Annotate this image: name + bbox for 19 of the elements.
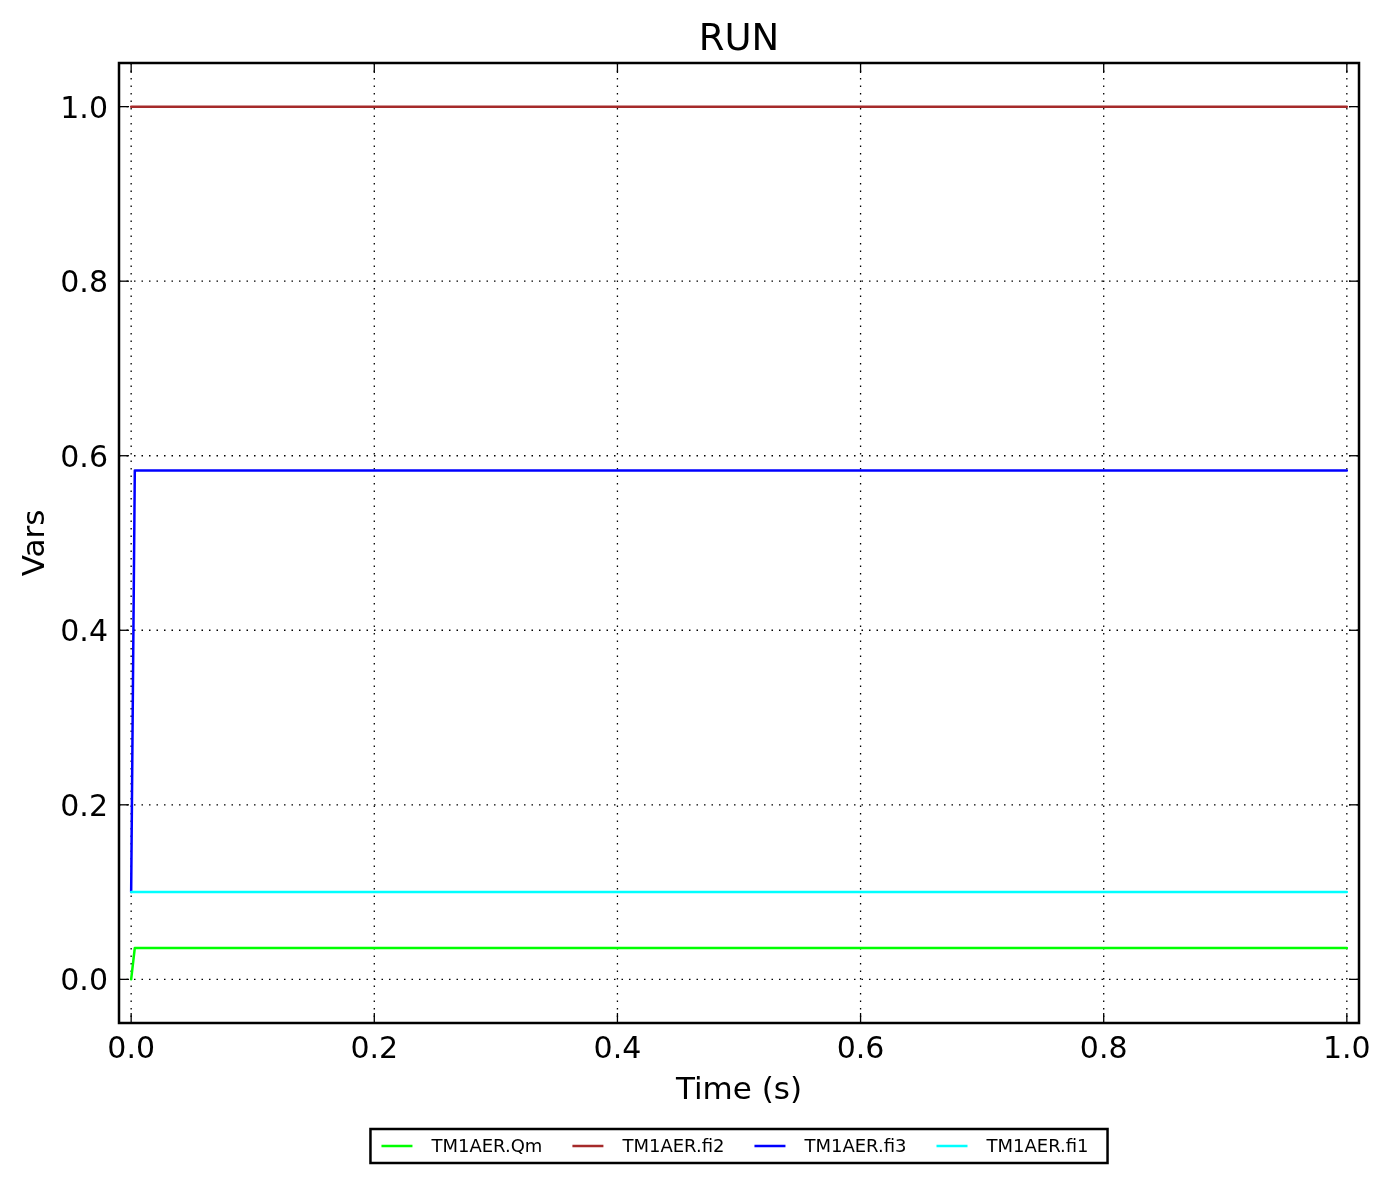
- x-tick-label: 1.0: [1322, 1030, 1371, 1065]
- legend-label: TM1AER.fi2: [621, 1135, 725, 1156]
- x-tick-label: 0.6: [836, 1030, 885, 1065]
- legend-label: TM1AER.Qm: [430, 1135, 543, 1156]
- y-tick-label: 1.0: [60, 89, 108, 125]
- y-tick-label: 0.0: [60, 962, 108, 998]
- legend-label: TM1AER.fi1: [985, 1135, 1089, 1156]
- x-axis-title: Time (s): [674, 1070, 803, 1106]
- y-tick-label: 0.8: [60, 264, 108, 300]
- x-tick-label: 0.8: [1079, 1030, 1128, 1065]
- x-tick-label: 0.4: [593, 1030, 642, 1065]
- legend-label: TM1AER.fi3: [803, 1135, 907, 1156]
- y-tick-label: 0.6: [60, 438, 108, 474]
- chart-title: RUN: [698, 16, 780, 59]
- x-tick-label: 0.0: [107, 1030, 156, 1065]
- y-axis-title: Vars: [15, 509, 51, 577]
- y-tick-label: 0.2: [60, 787, 108, 823]
- y-tick-label: 0.4: [60, 613, 108, 649]
- x-tick-label: 0.2: [350, 1030, 399, 1065]
